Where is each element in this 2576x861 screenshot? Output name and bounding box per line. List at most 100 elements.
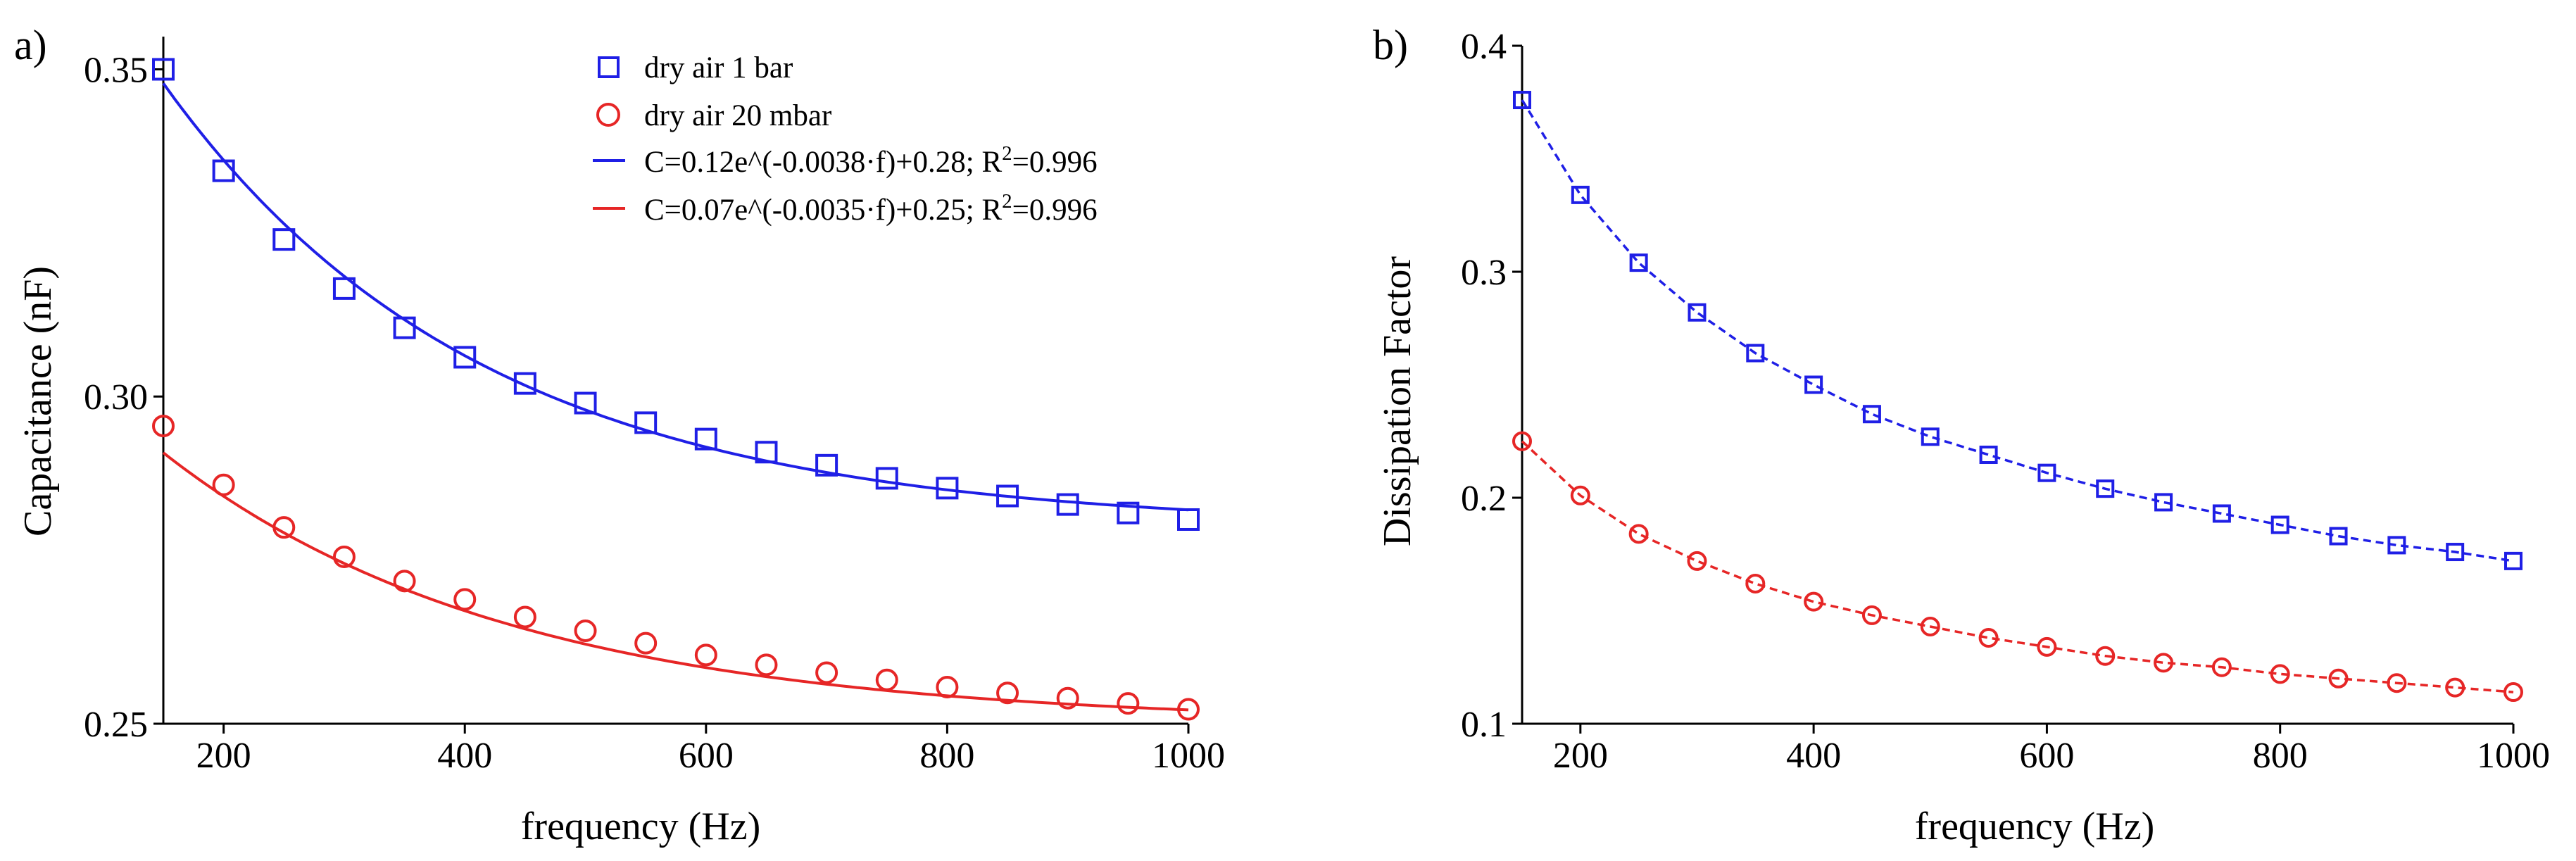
data-point-square	[1979, 446, 1998, 465]
data-point-circle	[815, 661, 838, 684]
data-point-square	[332, 277, 356, 300]
data-point-square	[1513, 91, 1531, 110]
data-point-square	[272, 228, 296, 251]
data-point-circle	[875, 668, 898, 691]
data-point-square	[1921, 427, 1940, 446]
data-point-square	[152, 58, 175, 81]
y-tick-label: 0.35	[84, 50, 148, 90]
data-point-circle	[393, 570, 416, 593]
x-tick-label: 400	[1786, 736, 1841, 776]
data-point-circle	[212, 473, 235, 496]
data-point-circle	[2445, 677, 2465, 698]
x-tick-label: 800	[2253, 736, 2308, 776]
x-tick-label: 1000	[2477, 736, 2550, 776]
data-point-circle	[996, 681, 1019, 705]
chart-capacitance: frequency (Hz) Capacitance (nF) dry air …	[16, 37, 1225, 848]
data-point-square	[2329, 527, 2348, 546]
data-point-square	[936, 477, 959, 500]
data-point-square	[513, 372, 536, 395]
data-point-circle	[2211, 657, 2232, 677]
data-point-circle	[1804, 591, 1824, 612]
data-point-circle	[1177, 698, 1200, 721]
data-point-circle	[272, 516, 296, 539]
panel-label-b: b)	[1373, 22, 1408, 68]
data-point-circle	[2037, 636, 2057, 657]
data-point-circle	[453, 588, 477, 611]
legend: dry air 1 bar dry air 20 mbar C=0.12e^(-…	[593, 51, 1098, 227]
y-tick-label: 0.30	[84, 377, 148, 417]
data-point-square	[574, 391, 597, 415]
data-point-square	[2037, 463, 2056, 482]
x-axis-label-a: frequency (Hz)	[521, 805, 760, 848]
data-point-square	[1688, 303, 1707, 322]
data-point-square	[1117, 501, 1140, 524]
y-tick-label: 0.2	[1461, 479, 1507, 519]
data-point-square	[755, 441, 778, 464]
data-point-square	[2096, 479, 2115, 498]
y-axis-label-a: Capacitance (nF)	[16, 266, 60, 536]
data-point-square	[875, 467, 898, 490]
series-line-blue	[1521, 99, 2514, 563]
data-point-square	[212, 159, 235, 182]
x-tick-label: 600	[2019, 736, 2074, 776]
data-point-circle	[2095, 646, 2116, 666]
data-point-circle	[936, 675, 959, 698]
legend-label-1bar: dry air 1 bar	[644, 51, 793, 84]
data-point-circle	[2387, 673, 2407, 693]
data-point-square	[2504, 551, 2522, 570]
x-tick-label: 200	[1553, 736, 1608, 776]
data-point-circle	[1117, 692, 1140, 715]
x-tick-label: 400	[437, 736, 492, 776]
data-point-square	[453, 346, 477, 369]
y-tick-label: 0.1	[1461, 705, 1507, 745]
x-tick-label: 600	[679, 736, 734, 776]
x-axis-label-b: frequency (Hz)	[1915, 805, 2154, 848]
chart-dissipation: frequency (Hz) Dissipation Factor 200 400…	[1376, 27, 2550, 848]
data-point-circle	[1628, 524, 1649, 544]
data-point-circle	[332, 545, 356, 568]
legend-fit-label-blue: C=0.12e^(-0.0038·f)+0.28; R2=0.996	[644, 142, 1098, 179]
data-point-circle	[1056, 686, 1079, 710]
series-line-red	[1521, 440, 2514, 693]
data-point-square	[1629, 253, 1648, 272]
data-point-circle	[2270, 664, 2290, 684]
data-point-square	[2154, 493, 2173, 512]
legend-marker-circle	[596, 103, 620, 127]
data-point-square	[1746, 344, 1765, 363]
data-point-circle	[1920, 616, 1940, 636]
data-point-circle	[513, 605, 536, 629]
x-tick-label: 800	[919, 736, 974, 776]
data-point-square	[1804, 375, 1823, 394]
data-point-circle	[2154, 653, 2174, 673]
y-tick-label: 0.25	[84, 705, 148, 745]
x-tick-label: 1000	[1152, 736, 1225, 776]
data-point-square	[2446, 543, 2465, 562]
data-point-circle	[1687, 551, 1707, 571]
data-point-square	[1862, 405, 1881, 424]
data-point-circle	[152, 415, 175, 438]
data-point-circle	[1978, 628, 1999, 648]
data-point-square	[1056, 493, 1079, 516]
data-point-circle	[1570, 485, 1590, 505]
data-point-circle	[1745, 573, 1766, 593]
y-tick-label: 0.3	[1461, 253, 1507, 293]
data-point-circle	[2503, 682, 2523, 703]
data-point-square	[393, 316, 416, 339]
data-point-square	[694, 427, 717, 451]
data-point-circle	[634, 631, 658, 655]
data-point-square	[2270, 515, 2289, 534]
y-tick-label: 0.4	[1461, 27, 1507, 67]
data-point-square	[2212, 504, 2231, 523]
fit-curve-red	[162, 451, 1189, 712]
data-point-square	[634, 411, 658, 434]
data-point-circle	[574, 620, 597, 643]
data-point-circle	[755, 653, 778, 677]
x-tick-label: 200	[196, 736, 251, 776]
data-point-square	[2387, 536, 2406, 555]
panel-label-a: a)	[14, 22, 47, 68]
y-axis-label-b: Dissipation Factor	[1376, 256, 1419, 547]
data-point-square	[1177, 508, 1200, 531]
data-point-square	[996, 484, 1019, 508]
data-point-square	[815, 453, 838, 477]
